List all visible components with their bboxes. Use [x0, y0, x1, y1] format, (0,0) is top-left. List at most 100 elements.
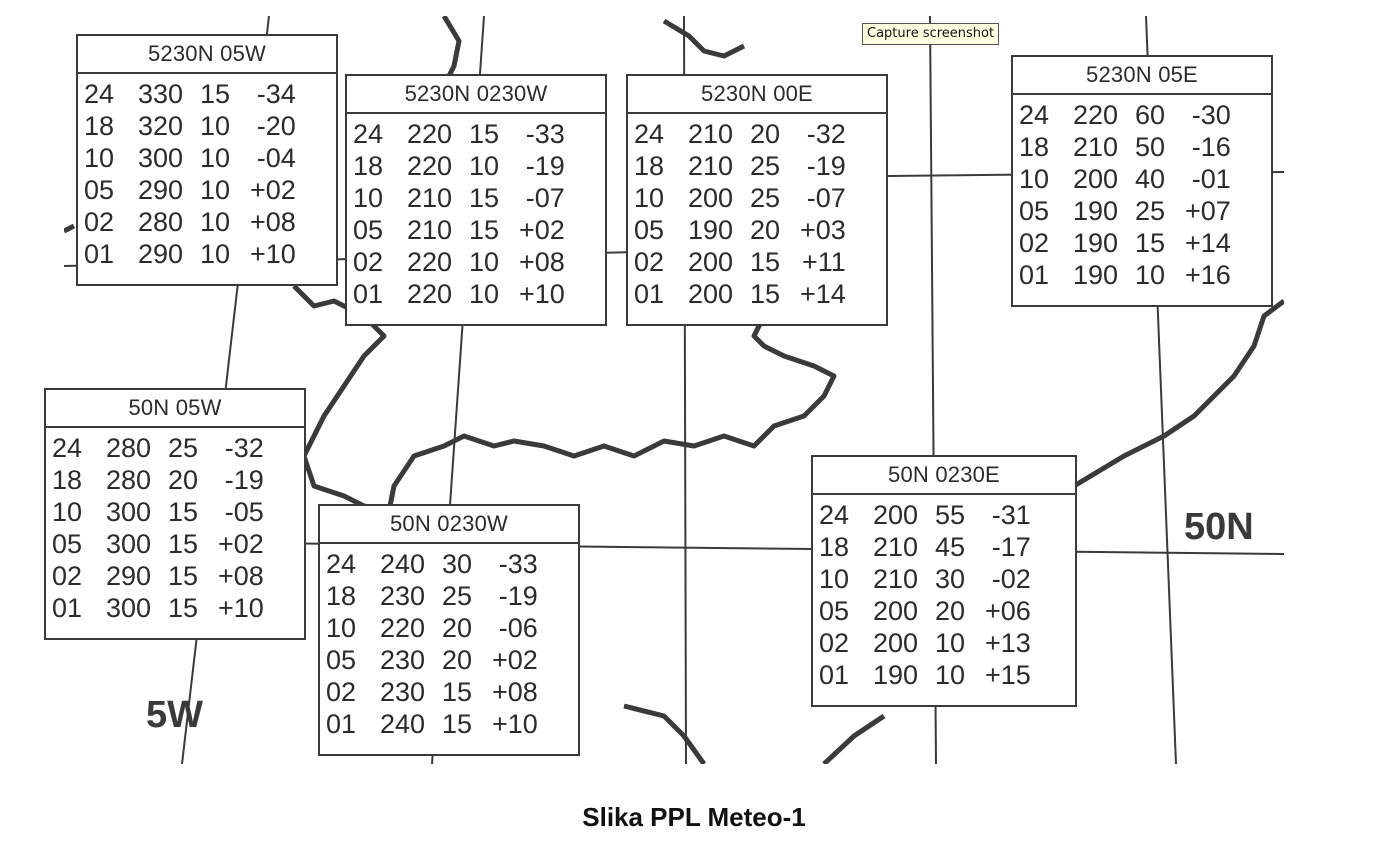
level-row: 10 210 15 -07 — [347, 182, 571, 214]
temperature-cell: +02 — [519, 215, 565, 245]
direction-cell: 210 — [873, 564, 919, 594]
box-title: 5230N 0230W — [347, 76, 605, 114]
direction-cell: 300 — [106, 593, 152, 623]
level-cell: 10 — [326, 613, 357, 643]
speed-cell: 15 — [168, 529, 199, 559]
speed-cell: 20 — [442, 645, 473, 675]
temperature-cell: +11 — [802, 247, 846, 277]
level-row: 24 220 15 -33 — [347, 118, 571, 150]
temperature-cell: -05 — [224, 497, 264, 527]
level-row: 24 330 15 -34 — [78, 78, 302, 110]
level-row: 05 190 25 +07 — [1013, 195, 1237, 227]
level-row: 02 290 15 +08 — [46, 560, 270, 592]
level-cell: 02 — [52, 561, 83, 591]
speed-cell: 30 — [935, 564, 966, 594]
coastline — [64, 16, 1284, 764]
level-cell: 02 — [326, 677, 357, 707]
temperature-cell: -20 — [256, 111, 296, 141]
speed-cell: 15 — [469, 215, 500, 245]
wind-box-50n-0230e: 50N 0230E 24 200 55 -31 18 210 45 -17 10 210 30 -02… — [811, 455, 1077, 707]
speed-cell: 10 — [469, 151, 500, 181]
figure-caption: Slika PPL Meteo-1 — [582, 802, 806, 832]
speed-cell: 15 — [750, 247, 781, 277]
temperature-cell: +03 — [800, 215, 846, 245]
direction-cell: 300 — [106, 529, 152, 559]
level-row: 01 200 15 +14 — [628, 278, 852, 310]
direction-cell: 220 — [380, 613, 426, 643]
direction-cell: 230 — [380, 645, 426, 675]
speed-cell: 10 — [200, 239, 231, 269]
direction-cell: 280 — [106, 433, 152, 463]
temperature-cell: +08 — [519, 247, 565, 277]
box-rows: 24 200 55 -31 18 210 45 -17 10 210 30 -02 05 200 20 +06… — [813, 499, 1037, 691]
temperature-cell: -01 — [1191, 164, 1231, 194]
box-rows: 24 210 20 -32 18 210 25 -19 10 200 25 -07 05 190 20 +03… — [628, 118, 852, 310]
temperature-cell: -06 — [498, 613, 538, 643]
speed-cell: 15 — [750, 279, 781, 309]
temperature-cell: -19 — [224, 465, 264, 495]
level-row: 24 220 60 -30 — [1013, 99, 1237, 131]
speed-cell: 10 — [935, 628, 966, 658]
temperature-cell: +10 — [492, 709, 538, 739]
level-cell: 18 — [353, 151, 384, 181]
speed-cell: 60 — [1135, 100, 1166, 130]
speed-cell: 25 — [750, 151, 781, 181]
direction-cell: 200 — [873, 596, 919, 626]
level-row: 18 210 25 -19 — [628, 150, 852, 182]
speed-cell: 15 — [200, 79, 231, 109]
direction-cell: 220 — [407, 119, 453, 149]
latitude-label: 50N — [1184, 506, 1254, 548]
speed-cell: 40 — [1135, 164, 1166, 194]
level-cell: 18 — [52, 465, 83, 495]
wind-box-50n-05w: 50N 05W 24 280 25 -32 18 280 20 -19 10 300 15 -05 05… — [44, 388, 306, 640]
direction-cell: 290 — [106, 561, 152, 591]
speed-cell: 20 — [935, 596, 966, 626]
level-row: 18 220 10 -19 — [347, 150, 571, 182]
direction-cell: 210 — [1073, 132, 1119, 162]
level-row: 01 290 10 +10 — [78, 238, 302, 270]
speed-cell: 10 — [200, 111, 231, 141]
box-title: 50N 0230E — [813, 457, 1075, 495]
level-row: 02 200 10 +13 — [813, 627, 1037, 659]
level-row: 24 240 30 -33 — [320, 548, 544, 580]
level-row: 02 220 10 +08 — [347, 246, 571, 278]
speed-cell: 15 — [1135, 228, 1166, 258]
direction-cell: 210 — [688, 119, 734, 149]
level-cell: 01 — [353, 279, 384, 309]
box-title: 50N 0230W — [320, 506, 578, 544]
level-cell: 24 — [326, 549, 357, 579]
level-row: 02 200 15 +11 — [628, 246, 852, 278]
level-row: 10 300 10 -04 — [78, 142, 302, 174]
level-cell: 05 — [819, 596, 850, 626]
level-cell: 01 — [84, 239, 115, 269]
temperature-cell: +08 — [218, 561, 264, 591]
level-cell: 24 — [634, 119, 665, 149]
direction-cell: 210 — [873, 532, 919, 562]
direction-cell: 220 — [1073, 100, 1119, 130]
level-cell: 05 — [326, 645, 357, 675]
direction-cell: 190 — [1073, 260, 1119, 290]
level-cell: 24 — [52, 433, 83, 463]
direction-cell: 300 — [106, 497, 152, 527]
level-row: 02 280 10 +08 — [78, 206, 302, 238]
temperature-cell: +10 — [519, 279, 565, 309]
direction-cell: 200 — [688, 279, 734, 309]
direction-cell: 190 — [1073, 228, 1119, 258]
direction-cell: 280 — [138, 207, 184, 237]
temperature-cell: +08 — [492, 677, 538, 707]
level-row: 05 190 20 +03 — [628, 214, 852, 246]
temperature-cell: -07 — [525, 183, 565, 213]
level-cell: 05 — [84, 175, 115, 205]
temperature-cell: -19 — [525, 151, 565, 181]
level-row: 24 200 55 -31 — [813, 499, 1037, 531]
speed-cell: 50 — [1135, 132, 1166, 162]
level-row: 01 190 10 +16 — [1013, 259, 1237, 291]
level-row: 10 200 40 -01 — [1013, 163, 1237, 195]
temperature-cell: +07 — [1185, 196, 1231, 226]
wind-box-50n-0230w: 50N 0230W 24 240 30 -33 18 230 25 -19 10 220 20 -06… — [318, 504, 580, 756]
box-title: 5230N 00E — [628, 76, 886, 114]
direction-cell: 200 — [873, 628, 919, 658]
temperature-cell: +10 — [250, 239, 296, 269]
speed-cell: 15 — [469, 183, 500, 213]
level-cell: 10 — [1019, 164, 1050, 194]
